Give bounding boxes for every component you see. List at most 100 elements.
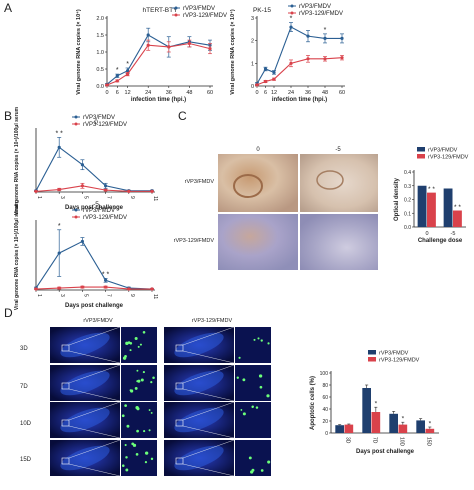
data-point bbox=[126, 69, 130, 73]
y-tick-label: 0.3 bbox=[404, 184, 411, 190]
x-tick-label: 1 bbox=[36, 196, 42, 199]
data-point bbox=[272, 77, 276, 81]
y-tick-label: 0 bbox=[251, 84, 254, 90]
fluorescence-grid bbox=[50, 326, 271, 477]
significance-mark: * bbox=[375, 401, 378, 408]
y-tick-label: 20 bbox=[322, 419, 328, 425]
zoom-line bbox=[68, 388, 121, 402]
zoom-box bbox=[61, 382, 70, 390]
data-point bbox=[208, 47, 212, 51]
zoom-line bbox=[182, 425, 235, 439]
legend-marker bbox=[74, 208, 78, 212]
fluorescence-zoom-image bbox=[235, 365, 271, 401]
fluorescence-signal bbox=[260, 339, 263, 342]
bar bbox=[425, 428, 435, 433]
data-point bbox=[104, 188, 108, 192]
chart-d: 0 20 40 60 80 100 3D * 7D * 10D * 15D Days post chall… bbox=[310, 350, 439, 455]
data-point bbox=[57, 251, 61, 255]
fluorescence-signal bbox=[148, 429, 151, 432]
bar bbox=[344, 424, 354, 433]
legend-swatch bbox=[368, 350, 376, 355]
x-tick-label: 0 bbox=[105, 90, 108, 96]
data-point bbox=[80, 184, 84, 188]
x-tick-label: 60 bbox=[207, 90, 213, 96]
y-tick-label: 0.5 bbox=[96, 67, 104, 73]
data-point bbox=[115, 79, 119, 83]
significance-mark: * * bbox=[428, 186, 435, 193]
data-point bbox=[263, 67, 268, 71]
zoom-box bbox=[175, 382, 184, 390]
data-point bbox=[57, 286, 61, 290]
data-point bbox=[104, 278, 108, 282]
y-axis-label: Viral genome RNA copies (× 10⁴)/100μl se… bbox=[14, 106, 20, 215]
fluorescence-signal bbox=[242, 412, 246, 416]
y-tick-label: 60 bbox=[322, 395, 328, 401]
panel-label-a: A bbox=[4, 1, 12, 15]
y-tick-label: 0.0 bbox=[404, 225, 411, 231]
panel-label-b: B bbox=[4, 109, 12, 123]
histology-panel-c: 0 -5 rVP3/FMDV rVP3-129/FMDV bbox=[174, 147, 378, 270]
x-tick-label: -5 bbox=[451, 231, 456, 237]
significance-mark: * bbox=[429, 421, 432, 428]
fluorescence-signal bbox=[148, 409, 151, 411]
fluorescence-signal bbox=[253, 338, 256, 341]
fluorescence-zoom-image bbox=[121, 327, 157, 363]
fluorescence-zoom-image bbox=[235, 327, 271, 363]
y-tick-label: 1.0 bbox=[96, 50, 104, 56]
x-tick-label: 5 bbox=[82, 294, 88, 297]
tissue-band bbox=[60, 370, 110, 396]
histology-c-row-0: rVP3/FMDV bbox=[185, 179, 215, 185]
y-tick-label: 0.0 bbox=[96, 84, 104, 90]
y-tick-label: 3 bbox=[251, 16, 254, 22]
y-tick-label: 40 bbox=[322, 407, 328, 413]
data-point bbox=[167, 45, 171, 49]
bar bbox=[362, 388, 371, 433]
legend-label: rVP3-129/FMDV bbox=[299, 11, 343, 17]
fluorescence-panel-d: rVP3/FMDV rVP3-129/FMDV 3D 7D 10D 15D bbox=[20, 318, 271, 477]
legend-label: rVP3/FMDV bbox=[379, 351, 409, 357]
chart-b2: -5 1 3 5 7 9 11 Days post challenge Viral genome… bbox=[14, 201, 158, 310]
y-tick-label: 80 bbox=[322, 383, 328, 389]
fluorescence-signal bbox=[136, 369, 139, 372]
zoom-line bbox=[68, 364, 121, 384]
fluorescence-signal bbox=[257, 337, 260, 340]
data-point bbox=[150, 189, 154, 193]
bar bbox=[398, 424, 408, 433]
fluorescence-signal bbox=[238, 356, 241, 359]
data-point bbox=[306, 57, 310, 61]
fluorescence-signal bbox=[129, 349, 132, 352]
x-tick-label: 36 bbox=[305, 90, 311, 96]
x-axis-label: Challenge dose bbox=[418, 238, 463, 244]
y-tick-label: 2.0 bbox=[96, 16, 104, 22]
data-point bbox=[80, 163, 84, 167]
data-point bbox=[126, 72, 130, 76]
x-tick-label: 12 bbox=[271, 90, 277, 96]
fluorescence-signal bbox=[124, 404, 127, 407]
legend-label: rVP3-129/FMDV bbox=[83, 122, 127, 128]
fluorescence-signal bbox=[150, 412, 153, 414]
x-tick-label: 12 bbox=[125, 90, 131, 96]
x-tick-label: 7 bbox=[106, 196, 112, 199]
tissue-band bbox=[174, 370, 224, 396]
fluorescence-row-1: 7D bbox=[20, 384, 28, 390]
legend-label: rVP3-129/FMDV bbox=[183, 13, 227, 19]
significance-mark: * * bbox=[454, 204, 461, 211]
series-line-0 bbox=[35, 146, 152, 192]
data-point bbox=[146, 33, 150, 37]
chart-b1: 0 1 3 5 7 9 11 Days post challenge Viral genome … bbox=[14, 106, 158, 215]
zoom-line bbox=[68, 425, 121, 439]
bar bbox=[371, 412, 381, 433]
data-point bbox=[323, 36, 327, 41]
data-point bbox=[146, 43, 150, 47]
chart-a1: hTERT-BTY 0 6 12 24 36 48 60 0.0 0.5 1.0 1.5 2.0 infe… bbox=[76, 7, 213, 103]
bar bbox=[416, 420, 425, 433]
fluorescence-signal bbox=[248, 456, 252, 460]
bar bbox=[389, 413, 398, 433]
zoom-line bbox=[182, 364, 235, 384]
zoom-box bbox=[61, 457, 70, 465]
data-point bbox=[57, 145, 61, 149]
x-tick-label: 7 bbox=[106, 294, 112, 297]
fluorescence-signal bbox=[150, 457, 154, 461]
